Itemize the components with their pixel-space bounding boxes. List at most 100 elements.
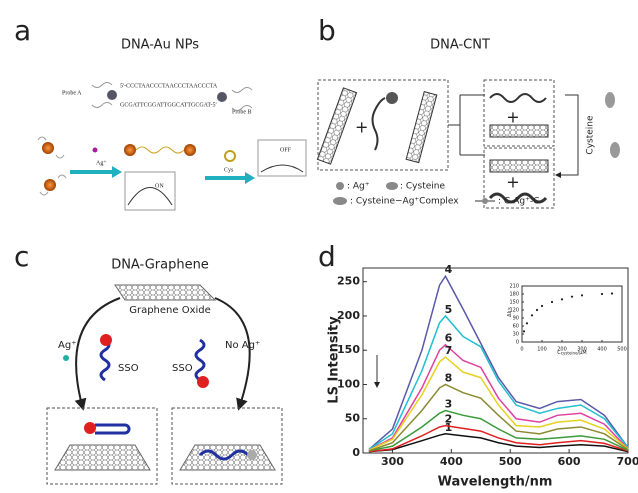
point bbox=[530, 314, 534, 317]
series-line bbox=[368, 409, 629, 452]
x-tick-label: 100 bbox=[537, 347, 547, 353]
dna bbox=[198, 449, 250, 461]
legend-text: : Cysteine bbox=[400, 182, 445, 192]
point bbox=[580, 294, 584, 297]
x-tick-label: 600 bbox=[558, 455, 581, 468]
spectrum-box bbox=[124, 171, 176, 211]
nanotube bbox=[405, 91, 438, 164]
series-line bbox=[368, 433, 629, 453]
legend-text: : C-Ag⁺-C bbox=[498, 197, 539, 207]
dna bbox=[95, 423, 131, 435]
x-axis-label-unit: /μM bbox=[578, 350, 587, 356]
arrow bbox=[74, 297, 121, 411]
cysteine bbox=[610, 142, 620, 158]
y-tick-label: 150 bbox=[337, 343, 360, 356]
series-line bbox=[368, 383, 629, 452]
panel-letter: c bbox=[14, 240, 29, 273]
ag bbox=[386, 92, 398, 104]
series-label: 7 bbox=[445, 344, 453, 357]
legend-icon bbox=[482, 198, 488, 204]
nanotube bbox=[489, 124, 549, 138]
y-tick-label: 250 bbox=[337, 275, 360, 288]
x-axis-label: Wavelength/nm bbox=[438, 475, 553, 490]
x-tick-label: 500 bbox=[617, 347, 627, 353]
series-label: 5 bbox=[445, 303, 453, 316]
point bbox=[522, 330, 526, 333]
panel-b: b DNA-CNT + + + Cysteine : Ag⁺ : Cystein… bbox=[316, 14, 620, 209]
sequence: 5'-CCCTAACCCTAACCCTAACCCTA bbox=[120, 83, 218, 89]
y-tick-label: 60 bbox=[513, 324, 519, 330]
particle bbox=[217, 92, 227, 102]
dna bbox=[488, 192, 548, 204]
label: Probe A bbox=[62, 90, 82, 96]
series-label: 6 bbox=[445, 332, 453, 345]
connector bbox=[448, 94, 485, 156]
fluorophore bbox=[247, 450, 257, 460]
point bbox=[570, 295, 574, 298]
panel-letter: a bbox=[14, 14, 31, 47]
cys bbox=[224, 150, 236, 162]
spectrum bbox=[127, 187, 173, 206]
box bbox=[46, 407, 158, 485]
point bbox=[550, 300, 554, 304]
cysteine bbox=[605, 92, 615, 108]
strand bbox=[37, 136, 67, 196]
panel-title: DNA-CNT bbox=[430, 38, 490, 53]
label: Probe B bbox=[232, 109, 252, 115]
spectrum bbox=[260, 164, 304, 173]
point bbox=[600, 292, 604, 296]
gold-np bbox=[124, 144, 136, 156]
label: ON bbox=[155, 183, 164, 189]
series-line bbox=[368, 343, 629, 451]
y-axis-label-main: ΔI bbox=[507, 312, 513, 317]
panel-title: DNA-Graphene bbox=[111, 258, 209, 273]
plot-frame bbox=[362, 267, 629, 454]
x-axis-label-main: C bbox=[557, 350, 561, 356]
series-line bbox=[368, 314, 629, 451]
y-tick-label: 200 bbox=[337, 309, 360, 322]
series-label: 8 bbox=[445, 371, 453, 384]
x-axis-label: Ccysteine/μM bbox=[557, 350, 586, 356]
y-axis-label-sub: LS bbox=[508, 307, 513, 312]
gold-np bbox=[42, 142, 54, 154]
panel-d: d bbox=[318, 240, 336, 273]
graphene bbox=[54, 444, 151, 471]
series-line bbox=[368, 356, 629, 451]
series-label: 3 bbox=[445, 398, 453, 411]
label: SSO bbox=[172, 363, 193, 374]
box bbox=[483, 147, 555, 209]
y-tick-label: 90 bbox=[513, 316, 519, 322]
point bbox=[610, 292, 614, 295]
graphene bbox=[114, 284, 217, 301]
arrow bbox=[245, 172, 255, 184]
ion bbox=[63, 355, 69, 361]
box bbox=[483, 79, 555, 147]
plus: + bbox=[506, 173, 519, 192]
series-label: 1 bbox=[445, 421, 453, 434]
label: Cys bbox=[224, 167, 234, 173]
strand bbox=[135, 146, 185, 154]
legend-icon bbox=[333, 197, 347, 205]
series-line bbox=[368, 274, 629, 451]
x-tick-label: 0 bbox=[520, 347, 523, 353]
y-tick-label: 150 bbox=[509, 300, 519, 306]
side-label: Cysteine bbox=[586, 115, 596, 155]
x-tick-label: 300 bbox=[381, 455, 404, 468]
legend-icon bbox=[336, 182, 344, 190]
label: No Ag⁺ bbox=[225, 340, 260, 351]
fluorophore bbox=[197, 376, 209, 388]
y-tick-label: 120 bbox=[509, 308, 519, 314]
x-tick-label: 300 bbox=[577, 347, 587, 353]
y-tick-label: 210 bbox=[509, 284, 519, 290]
y-tick-label: 0 bbox=[352, 446, 360, 459]
x-tick-label: 400 bbox=[440, 455, 463, 468]
ion bbox=[92, 147, 98, 153]
series-label: 2 bbox=[445, 413, 453, 426]
arrow bbox=[214, 297, 251, 411]
fluorophore bbox=[84, 422, 96, 434]
legend-text: : Ag⁺ bbox=[347, 182, 370, 192]
label: Graphene Oxide bbox=[129, 305, 211, 316]
label: OFF bbox=[280, 147, 292, 153]
y-tick-label: 0 bbox=[516, 340, 519, 346]
